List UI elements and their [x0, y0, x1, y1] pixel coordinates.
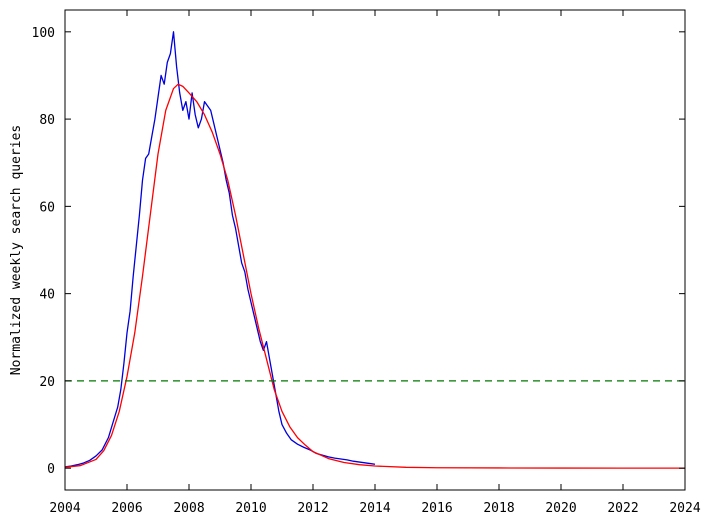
x-tick-label: 2010: [235, 501, 266, 516]
fitted-curve-line: [64, 83, 686, 469]
search-data-line: [64, 31, 376, 468]
x-tick-label: 2014: [359, 501, 390, 516]
y-tick-label: 60: [39, 200, 55, 215]
y-axis-title: Normalized weekly search queries: [9, 125, 24, 375]
plot-frame: [64, 9, 686, 491]
y-tick-label: 20: [39, 375, 55, 390]
x-tick-label: 2004: [49, 501, 80, 516]
y-tick-label: 100: [32, 26, 55, 41]
x-tick-label: 2016: [421, 501, 452, 516]
x-tick-label: 2008: [173, 501, 204, 516]
x-tick-label: 2018: [483, 501, 514, 516]
y-tick-label: 80: [39, 113, 55, 128]
x-tick-label: 2020: [545, 501, 576, 516]
series-layer: [64, 31, 686, 469]
y-axis-ticks: 0 20 40 60 80 100: [32, 26, 685, 477]
x-tick-label: 2012: [297, 501, 328, 516]
y-tick-label: 0: [47, 462, 55, 477]
x-tick-label: 2006: [111, 501, 142, 516]
x-tick-label: 2024: [669, 501, 700, 516]
y-tick-label: 40: [39, 288, 55, 303]
x-tick-label: 2022: [607, 501, 638, 516]
x-axis-ticks: 2004 2006 2008 2010 2012 2014 2016 2018 2020 2022…: [49, 10, 701, 516]
axes-layer: [64, 9, 686, 491]
